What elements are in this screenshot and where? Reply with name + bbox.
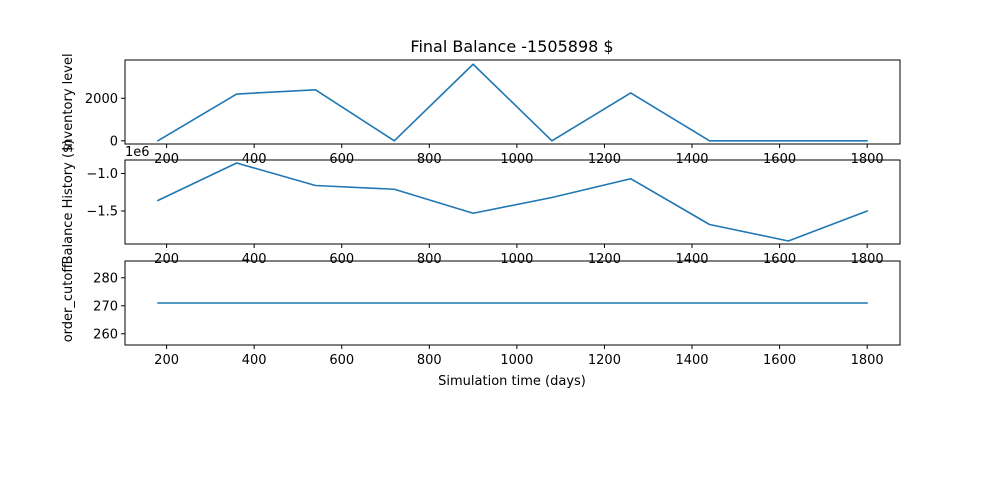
x-tick-label: 1400 <box>675 353 708 368</box>
axes-frame-1 <box>124 59 901 145</box>
y-tick-label: 280 <box>93 271 118 286</box>
y-tick-label: 260 <box>93 327 118 342</box>
y-offset-label: 1e6 <box>125 145 150 160</box>
x-tick-label: 600 <box>329 353 354 368</box>
x-tick-label: 600 <box>329 252 354 267</box>
x-tick-label: 1200 <box>588 252 621 267</box>
x-tick-label: 400 <box>242 353 267 368</box>
y-tick-label: 2000 <box>85 92 118 107</box>
y-axis-label-3: order_cutoff <box>61 263 76 343</box>
y-tick-label: −1.5 <box>86 205 118 220</box>
axes-frame-3 <box>124 260 901 346</box>
axes-frame-2 <box>124 159 901 245</box>
y-axis-label-1: Inventory level <box>61 53 76 150</box>
x-tick-label: 1400 <box>675 252 708 267</box>
y-tick-label: 0 <box>110 134 118 149</box>
x-tick-label: 1000 <box>500 353 533 368</box>
y-tick-label: 270 <box>93 299 118 314</box>
series-line-2 <box>157 162 868 242</box>
panel-2: 200 400 600 800 1000 1200 1400 1600 1800 −1.0 −1.5… <box>61 140 901 267</box>
x-tick-label: 1800 <box>851 353 884 368</box>
x-tick-label: 1800 <box>851 252 884 267</box>
x-tick-label: 200 <box>154 353 179 368</box>
x-tick-label: 1200 <box>588 353 621 368</box>
x-axis-label: Simulation time (days) <box>438 374 586 389</box>
panels-group: 200 400 600 800 1000 1200 1400 1600 1800 0 2000 Inv… <box>61 53 901 368</box>
panel-3: 200 400 600 800 1000 1200 1400 1600 1800 260 270 28… <box>61 260 901 368</box>
y-axis-label-2: Balance History ($) <box>61 140 76 265</box>
x-tick-label: 800 <box>417 252 442 267</box>
chart-title: Final Balance -1505898 $ <box>410 37 613 56</box>
x-tick-label: 200 <box>154 252 179 267</box>
panel-1: 200 400 600 800 1000 1200 1400 1600 180002000Inv… <box>61 53 901 167</box>
x-tick-label: 1000 <box>500 252 533 267</box>
series-line-1 <box>157 63 868 142</box>
y-tick-label: −1.0 <box>86 167 118 182</box>
x-tick-label: 800 <box>417 353 442 368</box>
x-tick-label: 1600 <box>763 252 796 267</box>
x-tick-label: 1600 <box>763 353 796 368</box>
x-tick-label: 400 <box>242 252 267 267</box>
